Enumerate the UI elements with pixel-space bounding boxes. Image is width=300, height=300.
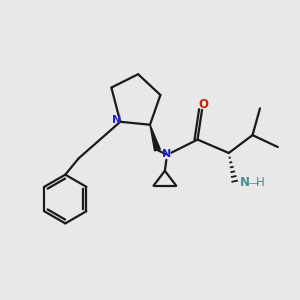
Text: N: N: [162, 149, 171, 160]
Text: H: H: [256, 176, 264, 189]
Text: N: N: [240, 176, 250, 189]
Text: —: —: [249, 178, 259, 188]
Polygon shape: [150, 125, 160, 151]
Text: N: N: [112, 115, 121, 125]
Text: O: O: [198, 98, 208, 111]
